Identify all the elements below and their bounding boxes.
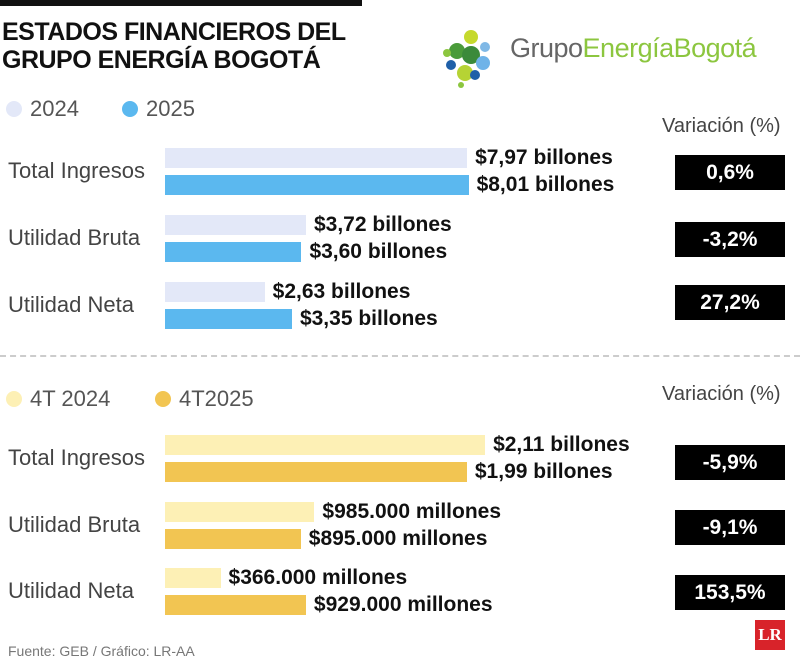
bar [165, 175, 469, 195]
logo-text-energia: Energía [582, 33, 675, 63]
legend-label: 2024 [30, 96, 79, 121]
legend-2024: 2024 [6, 96, 79, 122]
data-label: $3,72 billones [313, 213, 452, 236]
variation-badge: -5,9% [675, 445, 785, 480]
legend-dot-icon [122, 101, 138, 117]
data-label: $7,97 billones [475, 146, 613, 169]
source-note: Fuente: GEB / Gráfico: LR-AA [8, 643, 195, 659]
geb-logo-text: GrupoEnergíaBogotá [510, 33, 757, 64]
data-label: $2,11 billones [493, 433, 630, 456]
section-divider [0, 355, 800, 357]
bar [165, 282, 265, 302]
legend-label: 4T 2024 [30, 386, 111, 411]
data-label: $3,35 billones [299, 307, 438, 330]
title-line-1: ESTADOS FINANCIEROS DEL [2, 18, 346, 46]
legend-label: 4T2025 [179, 386, 254, 411]
legend-4t2025: 4T2025 [155, 386, 254, 412]
data-label: $366.000 millones [228, 566, 408, 589]
variation-badge: 27,2% [675, 285, 785, 320]
variation-header: Variación (%) [662, 383, 781, 405]
legend-dot-icon [6, 101, 22, 117]
bar [165, 148, 468, 168]
category-label: Utilidad Neta [8, 578, 134, 603]
bar [165, 309, 292, 329]
category-label: Total Ingresos [8, 445, 145, 470]
geb-logo-icon [443, 30, 490, 88]
category-label: Total Ingresos [8, 158, 145, 183]
title-line-2: GRUPO ENERGÍA BOGOTÁ [2, 46, 321, 74]
category-label: Utilidad Bruta [8, 225, 141, 250]
variation-badge: 153,5% [675, 575, 785, 610]
legend-2025: 2025 [122, 96, 195, 122]
legend-label: 2025 [146, 96, 195, 121]
variation-badge: -9,1% [675, 510, 785, 545]
category-label: Utilidad Bruta [8, 512, 141, 537]
bar [165, 529, 301, 549]
bar [165, 595, 306, 615]
lr-logo: LR [755, 620, 785, 650]
bar [165, 435, 486, 455]
logo-text-grupo: Grupo [510, 33, 583, 63]
data-label: $929.000 millones [313, 593, 493, 616]
data-label: $1,99 billones [474, 460, 613, 483]
legend-dot-icon [155, 391, 171, 407]
category-label: Utilidad Neta [8, 292, 134, 317]
legend-dot-icon [6, 391, 22, 407]
bar [165, 462, 467, 482]
variation-badge: 0,6% [675, 155, 785, 190]
bar [165, 215, 306, 235]
legend-4t2024: 4T 2024 [6, 386, 110, 412]
bar [165, 502, 315, 522]
bar [165, 242, 302, 262]
data-label: $895.000 millones [308, 527, 488, 550]
top-rule [0, 0, 362, 6]
variation-badge: -3,2% [675, 222, 785, 257]
bar [165, 568, 221, 588]
data-label: $985.000 millones [322, 500, 502, 523]
logo-text-bogota: Bogotá [673, 33, 757, 63]
variation-header: Variación (%) [662, 115, 781, 137]
data-label: $2,63 billones [272, 280, 411, 303]
data-label: $3,60 billones [309, 240, 448, 263]
data-label: $8,01 billones [476, 173, 615, 196]
